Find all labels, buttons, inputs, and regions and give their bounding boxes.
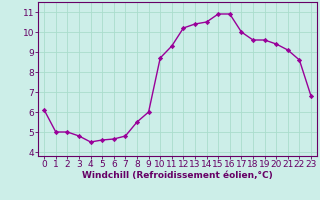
X-axis label: Windchill (Refroidissement éolien,°C): Windchill (Refroidissement éolien,°C) xyxy=(82,171,273,180)
